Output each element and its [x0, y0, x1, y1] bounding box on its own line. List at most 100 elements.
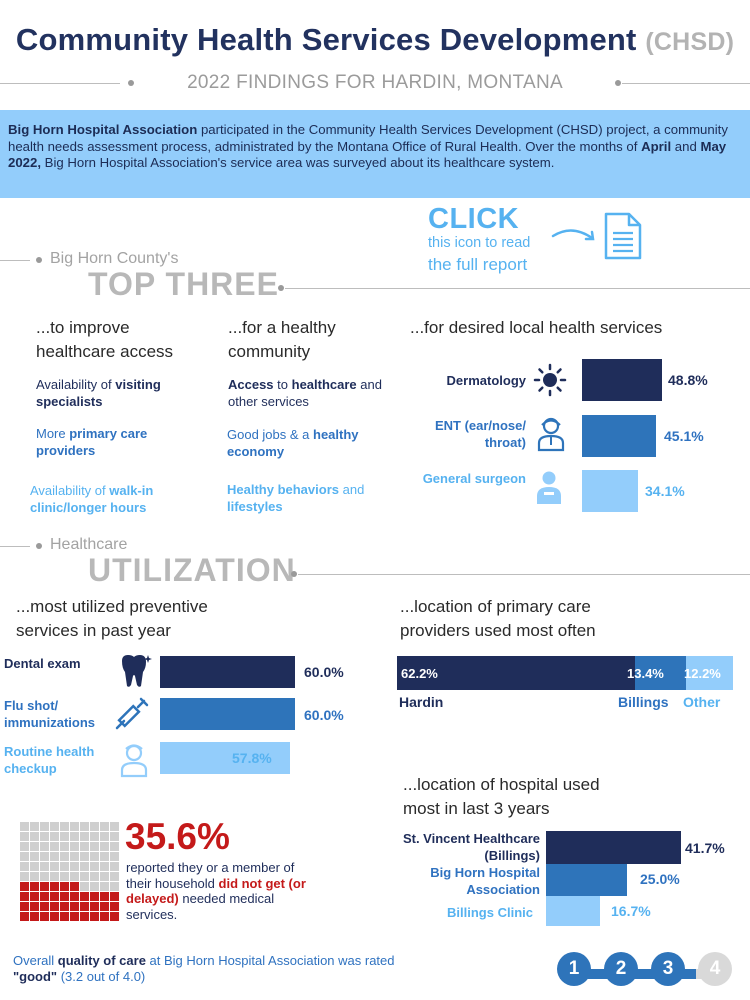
waffle-square — [20, 822, 29, 831]
waffle-square — [70, 882, 79, 891]
waffle-square — [70, 822, 79, 831]
community-item-1: Access to healthcare and other services — [228, 377, 382, 409]
subtitle-rule-left — [0, 83, 120, 84]
primary-care-segment-billings — [635, 656, 686, 690]
arrow-icon — [551, 229, 595, 241]
waffle-square — [110, 822, 119, 831]
waffle-square — [80, 902, 89, 911]
section2-kicker: Healthcare — [50, 536, 128, 553]
waffle-square — [20, 892, 29, 901]
preventive-label-flu: Flu shot/ immunizations — [4, 698, 96, 730]
primary-care-value-hardin: 62.2% — [401, 666, 438, 681]
waffle-square — [100, 852, 109, 861]
waffle-square — [100, 912, 109, 921]
preventive-bar-checkup — [160, 742, 290, 774]
section-rule-right — [285, 288, 750, 289]
access-item-2: More primary care providers — [36, 426, 148, 458]
waffle-square — [110, 912, 119, 921]
page-subtitle: 2022 FINDINGS FOR HARDIN, MONTANA — [187, 72, 563, 93]
delayed-care-waffle-chart — [20, 822, 120, 922]
waffle-square — [60, 892, 69, 901]
hospital-value-big-horn: 25.0% — [640, 871, 680, 887]
doctor-icon — [537, 417, 565, 452]
waffle-square — [100, 832, 109, 841]
page-3-button[interactable]: 3 — [651, 952, 685, 986]
access-item-1: Availability of visiting specialists — [36, 377, 161, 409]
waffle-square — [90, 902, 99, 911]
hospital-label-billings-clinic: Billings Clinic — [447, 905, 533, 920]
waffle-square — [30, 832, 39, 841]
waffle-square — [50, 862, 59, 871]
waffle-square — [110, 882, 119, 891]
waffle-square — [40, 862, 49, 871]
waffle-square — [20, 912, 29, 921]
surgeon-icon — [537, 471, 561, 504]
waffle-square — [80, 852, 89, 861]
waffle-square — [40, 892, 49, 901]
waffle-square — [30, 822, 39, 831]
waffle-square — [100, 872, 109, 881]
section-dot — [36, 257, 42, 263]
waffle-square — [70, 902, 79, 911]
waffle-square — [60, 872, 69, 881]
community-heading: ...for a healthy community — [228, 318, 336, 361]
intro-banner: Big Horn Hospital Association participat… — [0, 110, 750, 198]
community-item-2: Good jobs & a healthy economy — [227, 427, 359, 459]
click-title[interactable]: CLICK — [428, 203, 520, 235]
hospital-heading: ...location of hospital used most in las… — [403, 775, 600, 818]
waffle-square — [40, 912, 49, 921]
waffle-square — [30, 862, 39, 871]
waffle-square — [70, 832, 79, 841]
waffle-square — [30, 842, 39, 851]
primary-care-segment-hardin — [397, 656, 635, 690]
preventive-label-dental: Dental exam — [4, 656, 81, 671]
waffle-square — [90, 872, 99, 881]
waffle-square — [100, 842, 109, 851]
page-2-button[interactable]: 2 — [604, 952, 638, 986]
waffle-square — [60, 842, 69, 851]
access-heading: ...to improve healthcare access — [36, 318, 174, 361]
waffle-square — [50, 832, 59, 841]
waffle-square — [80, 912, 89, 921]
waffle-square — [100, 892, 109, 901]
hospital-bar-st-vincent — [546, 831, 681, 864]
primary-care-label-billings: Billings — [618, 694, 669, 710]
preventive-value-dental: 60.0% — [304, 664, 344, 680]
services-bar-dermatology — [582, 359, 662, 401]
waffle-square — [80, 862, 89, 871]
waffle-square — [110, 892, 119, 901]
waffle-square — [110, 872, 119, 881]
page-4-button[interactable]: 4 — [698, 952, 732, 986]
services-value-surgeon: 34.1% — [645, 483, 685, 499]
waffle-square — [50, 842, 59, 851]
tooth-icon — [122, 655, 152, 687]
waffle-square — [30, 852, 39, 861]
waffle-square — [100, 902, 109, 911]
waffle-square — [90, 842, 99, 851]
click-caption[interactable]: this icon to read the full report — [428, 235, 531, 274]
pagination-track — [560, 969, 720, 979]
waffle-square — [110, 852, 119, 861]
primary-care-label-hardin: Hardin — [399, 694, 444, 710]
waffle-square — [90, 852, 99, 861]
waffle-square — [40, 832, 49, 841]
subtitle-dot-right — [615, 80, 621, 86]
waffle-square — [70, 852, 79, 861]
waffle-square — [50, 852, 59, 861]
waffle-square — [90, 822, 99, 831]
preventive-value-checkup: 57.8% — [232, 750, 272, 766]
primary-care-value-billings: 13.4% — [627, 666, 664, 681]
waffle-square — [80, 882, 89, 891]
waffle-square — [90, 882, 99, 891]
document-icon[interactable] — [603, 212, 643, 260]
waffle-square — [90, 862, 99, 871]
quality-of-care-note: Overall quality of care at Big Horn Hosp… — [13, 953, 395, 984]
waffle-square — [50, 902, 59, 911]
services-value-ent: 45.1% — [664, 428, 704, 444]
page-1-button[interactable]: 1 — [557, 952, 591, 986]
waffle-square — [60, 832, 69, 841]
waffle-square — [110, 842, 119, 851]
access-item-3: Availability of walk-in clinic/longer ho… — [30, 483, 154, 515]
title-abbreviation: (CHSD) — [645, 28, 735, 56]
waffle-square — [80, 832, 89, 841]
